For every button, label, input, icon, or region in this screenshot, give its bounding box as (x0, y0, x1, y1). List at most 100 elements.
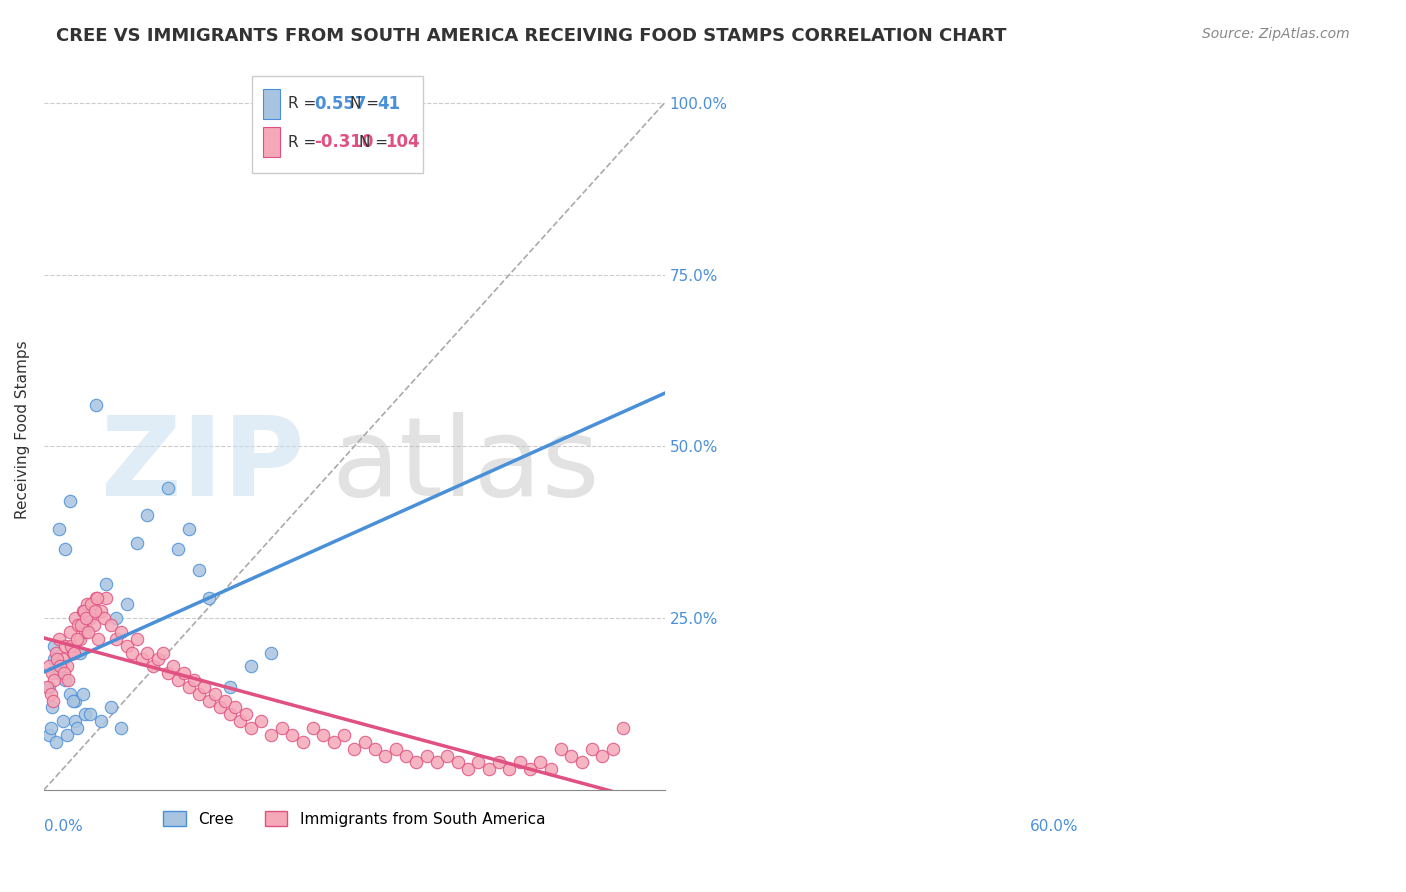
Point (66, 618, 89, 632)
Point (72, 604, 94, 618)
Point (571, 756, 593, 770)
Point (581, 741, 603, 756)
Point (94, 576, 117, 591)
Point (322, 735, 344, 749)
Point (208, 700, 231, 714)
Point (44, 673, 66, 687)
Point (35, 680, 58, 694)
Point (281, 728, 304, 742)
Point (53, 673, 76, 687)
Point (53, 542, 76, 557)
Point (59, 494, 82, 508)
Point (41, 666, 63, 681)
Point (100, 700, 122, 714)
Point (260, 728, 283, 742)
Point (204, 687, 226, 701)
Point (426, 756, 449, 770)
Text: CREE VS IMMIGRANTS FROM SOUTH AMERICA RECEIVING FOOD STAMPS CORRELATION CHART: CREE VS IMMIGRANTS FROM SOUTH AMERICA RE… (56, 27, 1007, 45)
Point (560, 748, 582, 763)
Point (540, 762, 562, 776)
Point (364, 741, 387, 756)
Point (592, 748, 614, 763)
Point (136, 646, 159, 660)
Point (110, 721, 132, 735)
Point (602, 741, 624, 756)
Point (84, 398, 107, 412)
Point (224, 700, 246, 714)
Text: N =: N = (359, 135, 392, 150)
Point (86, 632, 108, 646)
Legend: Cree, Immigrants from South America: Cree, Immigrants from South America (157, 805, 551, 833)
Point (48, 632, 70, 646)
Text: Source: ZipAtlas.com: Source: ZipAtlas.com (1202, 27, 1350, 41)
Point (41, 700, 63, 714)
Point (69, 646, 91, 660)
Point (235, 707, 257, 722)
Point (121, 646, 143, 660)
Point (353, 735, 375, 749)
Point (75, 611, 97, 625)
Point (550, 741, 572, 756)
Point (73, 604, 96, 618)
Point (51, 652, 73, 666)
Point (136, 508, 159, 522)
Point (93, 611, 115, 625)
Text: ZIP: ZIP (101, 412, 305, 519)
Point (77, 624, 100, 639)
Point (90, 714, 112, 729)
Point (219, 680, 242, 694)
Point (447, 756, 470, 770)
Point (125, 535, 148, 549)
Point (69, 632, 91, 646)
Point (48, 666, 70, 681)
Point (198, 693, 221, 707)
Point (291, 735, 314, 749)
Point (395, 748, 418, 763)
Bar (263, 127, 280, 157)
Point (53, 639, 76, 653)
Point (467, 756, 489, 770)
Point (110, 624, 132, 639)
Point (75, 707, 97, 722)
Point (42, 693, 65, 707)
Point (79, 611, 101, 625)
Point (66, 632, 89, 646)
Point (167, 542, 190, 557)
Point (38, 659, 60, 673)
Point (39, 721, 62, 735)
Point (188, 563, 211, 577)
Point (529, 756, 551, 770)
Point (219, 707, 242, 722)
Point (62, 646, 84, 660)
Point (72, 687, 94, 701)
Point (478, 762, 501, 776)
Point (55, 659, 77, 673)
Point (100, 618, 122, 632)
Text: 60.0%: 60.0% (1029, 819, 1078, 834)
Point (488, 756, 510, 770)
Point (56, 673, 79, 687)
Point (415, 748, 437, 763)
Point (183, 673, 205, 687)
Point (94, 591, 117, 605)
Y-axis label: Receiving Food Stamps: Receiving Food Stamps (15, 340, 30, 518)
Point (198, 591, 221, 605)
Point (374, 748, 396, 763)
Point (131, 652, 153, 666)
Point (239, 659, 262, 673)
Point (59, 639, 82, 653)
Point (105, 632, 128, 646)
Point (79, 707, 101, 722)
Point (75, 624, 97, 639)
Point (45, 646, 67, 660)
Text: 0.0%: 0.0% (44, 819, 83, 834)
Point (115, 639, 138, 653)
Point (498, 762, 520, 776)
Point (436, 748, 458, 763)
Text: 104: 104 (385, 133, 420, 151)
Point (333, 728, 356, 742)
Point (193, 680, 215, 694)
Point (76, 598, 98, 612)
Point (83, 618, 105, 632)
Point (457, 762, 479, 776)
